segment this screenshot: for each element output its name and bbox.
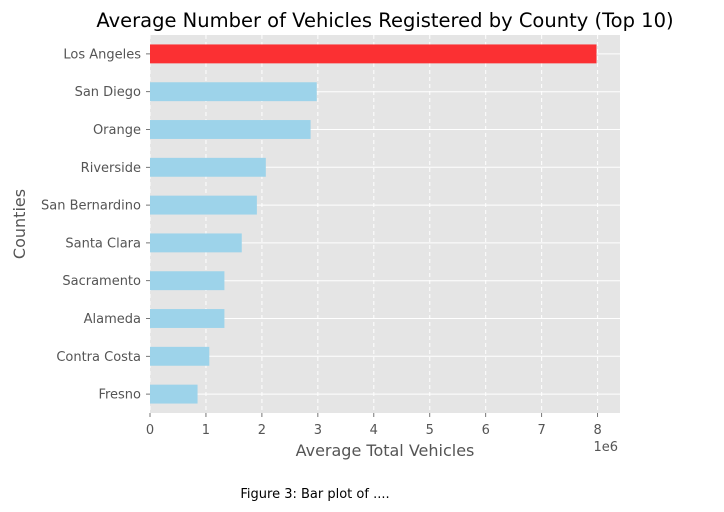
x-tick-label: 8 xyxy=(593,423,601,438)
x-tick-label: 1 xyxy=(202,423,210,438)
bar-sacramento xyxy=(150,271,225,291)
y-tick-labels: Los Angeles San Diego Orange Riverside San B… xyxy=(41,47,150,403)
y-tick-label: Orange xyxy=(93,123,141,138)
chart-title: Average Number of Vehicles Registered by… xyxy=(96,9,673,32)
x-tick-labels: 0 1 2 3 4 5 6 7 8 xyxy=(146,413,602,438)
bar-los-angeles xyxy=(150,44,597,64)
bar-alameda xyxy=(150,309,225,328)
y-tick-label: San Bernardino xyxy=(41,199,141,214)
bar-fresno xyxy=(150,384,198,404)
bars xyxy=(150,44,597,404)
x-tick-label: 3 xyxy=(314,423,322,438)
x-axis-label: Average Total Vehicles xyxy=(296,441,475,460)
figure-caption: Figure 3: Bar plot of .... xyxy=(240,487,390,502)
bar-chart: Los Angeles San Diego Orange Riverside San B… xyxy=(10,9,674,460)
x-tick-label: 7 xyxy=(538,423,546,438)
x-axis-offset-text: 1e6 xyxy=(593,440,618,455)
bar-contra-costa xyxy=(150,346,210,366)
y-tick-label: Contra Costa xyxy=(56,350,141,365)
bar-riverside xyxy=(150,157,266,177)
x-tick-label: 0 xyxy=(146,423,154,438)
y-tick-label: Fresno xyxy=(98,388,141,403)
bar-santa-clara xyxy=(150,233,242,253)
x-tick-label: 2 xyxy=(258,423,266,438)
bar-san-diego xyxy=(150,82,317,102)
bar-san-bernardino xyxy=(150,195,257,215)
y-tick-label: San Diego xyxy=(75,85,141,100)
y-axis-label: Counties xyxy=(10,189,29,259)
x-tick-label: 6 xyxy=(482,423,490,438)
y-tick-label: Los Angeles xyxy=(63,47,141,62)
y-tick-label: Sacramento xyxy=(62,274,141,289)
x-tick-label: 5 xyxy=(426,423,434,438)
y-tick-label: Alameda xyxy=(84,312,141,327)
y-tick-label: Riverside xyxy=(81,161,141,176)
y-tick-label: Santa Clara xyxy=(65,236,141,251)
bar-orange xyxy=(150,120,311,139)
x-tick-label: 4 xyxy=(370,423,378,438)
